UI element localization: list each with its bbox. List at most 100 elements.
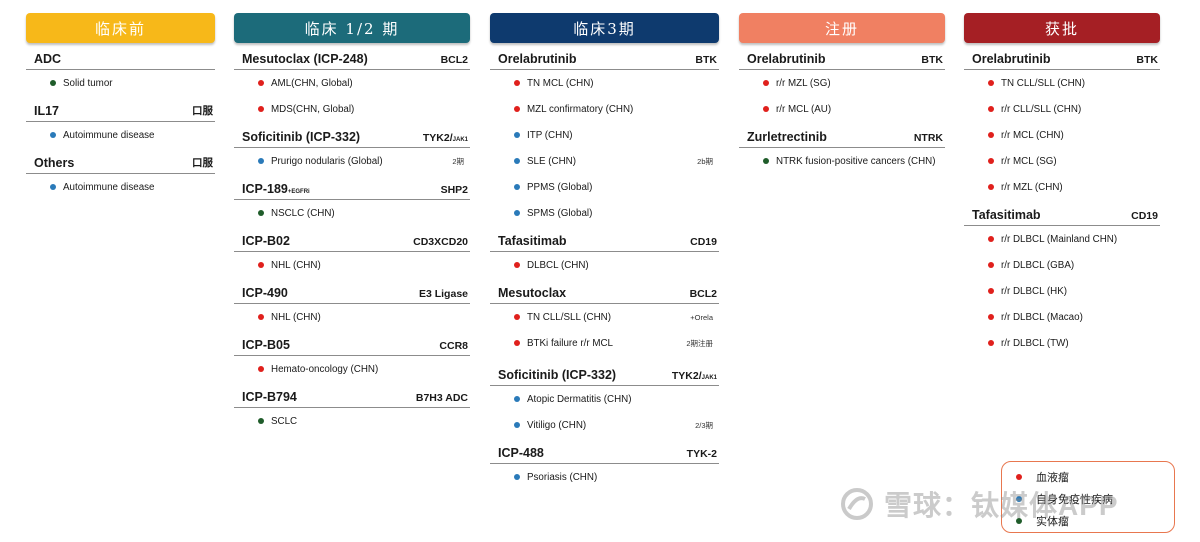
drug-name: Orelabrutinib (498, 52, 576, 66)
indication-item: SCLC (258, 414, 464, 428)
drug-card: ICP-B794 B7H3 ADC SCLC (234, 386, 470, 427)
heme-dot-icon (514, 80, 520, 86)
drug-name-text: ADC (34, 52, 62, 66)
drug-target-text: E3 Ligase (418, 288, 468, 300)
indication-text: TN CLL/SLL (CHN) (1001, 77, 1086, 89)
drug-name: Tafasitimab (498, 234, 567, 248)
column-registration: 注册 Orelabrutinib BTK r/r MZL (SG) r/r MCL (… (739, 13, 945, 167)
watermark: 雪球：钛媒体APP (840, 484, 1119, 524)
heme-dot-icon (514, 262, 520, 268)
legend-label: 自身免疫性疾病 (1036, 493, 1113, 506)
indication-text: r/r DLBCL (TW) (1001, 337, 1069, 349)
heme-dot-icon (258, 314, 264, 320)
indication-item: r/r MZL (SG) (763, 76, 939, 90)
drug-name-text: Orelabrutinib (747, 52, 826, 66)
indication-text: NSCLC (CHN) (271, 207, 335, 219)
heme-dot-icon (514, 340, 520, 346)
drug-name: ICP-B05 (242, 338, 290, 352)
drug-target: CD19 (1131, 210, 1158, 222)
indication-text: r/r MCL (AU) (776, 103, 832, 115)
autoimmune-dot-icon (514, 132, 520, 138)
indication-item: r/r DLBCL (Mainland CHN) (988, 232, 1154, 246)
drug-name: ICP-B02 (242, 234, 290, 248)
drug-card: ICP-189+EGFRi SHP2 NSCLC (CHN) (234, 178, 470, 219)
drug-card: Zurletrectinib NTRK NTRK fusion-positive c… (739, 126, 945, 167)
drug-target-text: CD19 (1131, 210, 1158, 222)
drug-header-row: Tafasitimab CD19 (490, 230, 719, 252)
indication-item: Hemato-oncology (CHN) (258, 362, 464, 376)
heme-dot-icon (988, 314, 994, 320)
indication-text: ITP (CHN) (527, 129, 573, 141)
drug-header-row: ICP-B02 CD3XCD20 (234, 230, 470, 252)
drug-name-subscript: +EGFRi (287, 189, 310, 195)
heme-dot-icon (988, 236, 994, 242)
drug-card: Tafasitimab CD19 r/r DLBCL (Mainland CHN) r… (964, 204, 1160, 349)
drug-target: CCR8 (439, 340, 468, 352)
drug-name-text: ICP-189 (242, 182, 288, 196)
drug-header-row: ICP-488 TYK-2 (490, 442, 719, 464)
indication-item: SPMS (Global) (514, 206, 713, 220)
indication-note: 2期注册 (686, 338, 713, 348)
indication-item: PPMS (Global) (514, 180, 713, 194)
drug-target-subscript: JAK1 (452, 137, 468, 143)
drug-name: Tafasitimab (972, 208, 1041, 222)
drug-name: Soficitinib (ICP-332) (498, 368, 616, 382)
indication-note: +Orela (690, 312, 713, 322)
indication-note: 2b期 (697, 156, 713, 166)
drug-target: B7H3 ADC (416, 392, 468, 404)
indication-item: TN CLL/SLL (CHN) +Orela (514, 310, 713, 324)
drug-header-row: Orelabrutinib BTK (490, 48, 719, 70)
heme-dot-icon (258, 80, 264, 86)
legend-item-autoimmune: 自身免疫性疾病 (1016, 491, 1113, 507)
drug-card: ICP-B02 CD3XCD20 NHL (CHN) (234, 230, 470, 271)
drug-name: Orelabrutinib (972, 52, 1050, 66)
indication-item: r/r CLL/SLL (CHN) (988, 102, 1154, 116)
drug-target-text: B7H3 ADC (415, 392, 468, 404)
indication-text: r/r CLL/SLL (CHN) (1001, 103, 1082, 115)
drug-card: ADC Solid tumor (26, 48, 215, 89)
indication-text: BTKi failure r/r MCL (527, 337, 614, 349)
indication-item: r/r MCL (AU) (763, 102, 939, 116)
drug-target-text: CD3XCD20 (413, 236, 468, 248)
drug-header-row: Orelabrutinib BTK (964, 48, 1160, 70)
drug-header-row: ICP-189+EGFRi SHP2 (234, 178, 470, 200)
heme-dot-icon (988, 288, 994, 294)
indication-text: AML(CHN, Global) (271, 77, 353, 89)
drug-name: Orelabrutinib (747, 52, 825, 66)
indication-text: SPMS (Global) (527, 207, 593, 219)
legend-item-heme: 血液瘤 (1016, 469, 1069, 485)
drug-card: Tafasitimab CD19 DLBCL (CHN) (490, 230, 719, 271)
drug-name: ICP-B794 (242, 390, 297, 404)
indication-note: 2/3期 (695, 420, 713, 430)
drug-name-text: Orelabrutinib (972, 52, 1051, 66)
drug-header-row: Mesutoclax (ICP-248) BCL2 (234, 48, 470, 70)
drug-name: ADC (34, 52, 61, 66)
drug-name: Soficitinib (ICP-332) (242, 130, 360, 144)
drug-target-text: TYK2/ (422, 132, 453, 144)
heme-dot-icon (988, 106, 994, 112)
drug-target-text: CCR8 (439, 340, 468, 352)
indication-item: Psoriasis (CHN) (514, 470, 713, 484)
solid-dot-icon (50, 80, 56, 86)
autoimmune-dot-icon (514, 210, 520, 216)
indication-text: r/r DLBCL (GBA) (1001, 259, 1075, 271)
heme-dot-icon (988, 262, 994, 268)
drug-header-row: Soficitinib (ICP-332) TYK2/JAK1 (234, 126, 470, 148)
drug-card: ICP-488 TYK-2 Psoriasis (CHN) (490, 442, 719, 483)
indication-text: Atopic Dermatitis (CHN) (527, 393, 632, 405)
indication-item: BTKi failure r/r MCL 2期注册 (514, 336, 713, 350)
column-phase-1-2: 临床 1/2 期 Mesutoclax (ICP-248) BCL2 AML(CHN… (234, 13, 470, 427)
drug-target-text: BCL2 (440, 54, 468, 66)
drug-target: BTK (921, 54, 943, 66)
drug-target-text: BTK (695, 54, 717, 66)
legend-item-solid: 实体瘤 (1016, 513, 1069, 529)
autoimmune-dot-icon (514, 184, 520, 190)
indication-note: 2期 (452, 156, 464, 166)
indication-text: Prurigo nodularis (Global) (271, 155, 383, 167)
heme-dot-icon (988, 184, 994, 190)
drug-target: BCL2 (690, 288, 717, 300)
solid-dot-icon (258, 210, 264, 216)
indication-item: DLBCL (CHN) (514, 258, 713, 272)
heme-dot-icon (258, 106, 264, 112)
indication-text: r/r MCL (CHN) (1001, 129, 1064, 141)
